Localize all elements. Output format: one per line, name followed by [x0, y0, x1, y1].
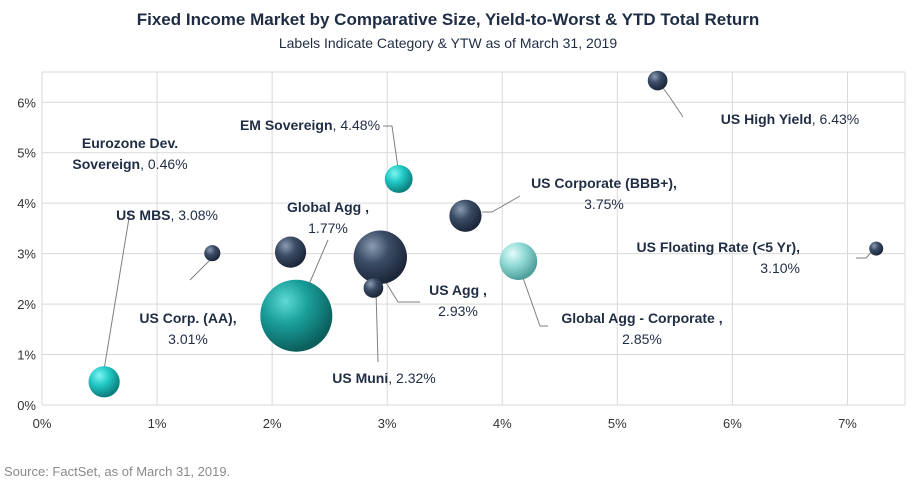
y-tick-label: 4% — [17, 196, 36, 211]
y-tick-label: 1% — [17, 348, 36, 363]
bubble — [260, 279, 333, 352]
x-tick-label: 6% — [723, 416, 742, 431]
bubble — [274, 236, 307, 268]
source-note: Source: FactSet, as of March 31, 2019. — [4, 464, 230, 479]
x-tick-label: 2% — [263, 416, 282, 431]
bubble-label: US Muni, 2.32% — [332, 370, 435, 386]
bubble — [499, 242, 538, 281]
x-tick-label: 5% — [608, 416, 627, 431]
x-axis-ticks: 0% 1% 2% 3% 4% 5% 6% 7% — [33, 416, 858, 431]
bubble-labels: US High Yield, 6.43% EM Sovereign, 4.48% U… — [72, 111, 859, 386]
leader-line — [482, 195, 521, 213]
x-tick-label: 7% — [838, 416, 857, 431]
leader-line — [521, 274, 548, 327]
leader-line — [103, 211, 131, 371]
bubble-label: US Floating Rate (<5 Yr), 3.10% — [637, 239, 801, 276]
bubble-label: US High Yield, 6.43% — [721, 111, 860, 127]
bubble-label: US Corporate (BBB+), 3.75% — [531, 175, 677, 212]
y-tick-label: 6% — [17, 95, 36, 110]
leader-line — [381, 275, 420, 303]
x-tick-label: 3% — [378, 416, 397, 431]
chart-subtitle: Labels Indicate Category & YTW as of Mar… — [279, 35, 617, 51]
y-axis-ticks: 0% 1% 2% 3% 4% 5% 6% — [17, 95, 36, 413]
x-tick-label: 1% — [148, 416, 167, 431]
x-tick-label: 0% — [33, 416, 52, 431]
leader-line — [375, 290, 379, 363]
bubble — [353, 230, 407, 284]
leader-line — [383, 125, 399, 169]
leader-line — [189, 257, 213, 281]
bubble — [384, 165, 413, 193]
y-tick-label: 3% — [17, 247, 36, 262]
bubble-label: Global Agg , 1.77% — [287, 199, 369, 236]
y-tick-label: 5% — [17, 146, 36, 161]
bubble-label: Eurozone Dev. Sovereign, 0.46% — [72, 135, 187, 172]
y-tick-label: 0% — [17, 398, 36, 413]
bubble — [449, 199, 482, 232]
bubble-label: Global Agg - Corporate , 2.85% — [561, 310, 722, 347]
bubble-label: US MBS, 3.08% — [116, 207, 218, 223]
bubble — [204, 245, 221, 262]
bubble-label: EM Sovereign, 4.48% — [240, 117, 380, 133]
chart-title: Fixed Income Market by Comparative Size,… — [137, 10, 760, 29]
y-tick-label: 2% — [17, 297, 36, 312]
x-tick-label: 4% — [493, 416, 512, 431]
bubble — [88, 366, 120, 398]
bubble-label: US Agg , 2.93% — [429, 282, 487, 319]
bubbles — [88, 70, 884, 398]
bubble — [869, 241, 884, 256]
bubble — [647, 70, 668, 91]
bubble — [363, 278, 384, 298]
bubble-label: US Corp. (AA), 3.01% — [139, 310, 236, 347]
